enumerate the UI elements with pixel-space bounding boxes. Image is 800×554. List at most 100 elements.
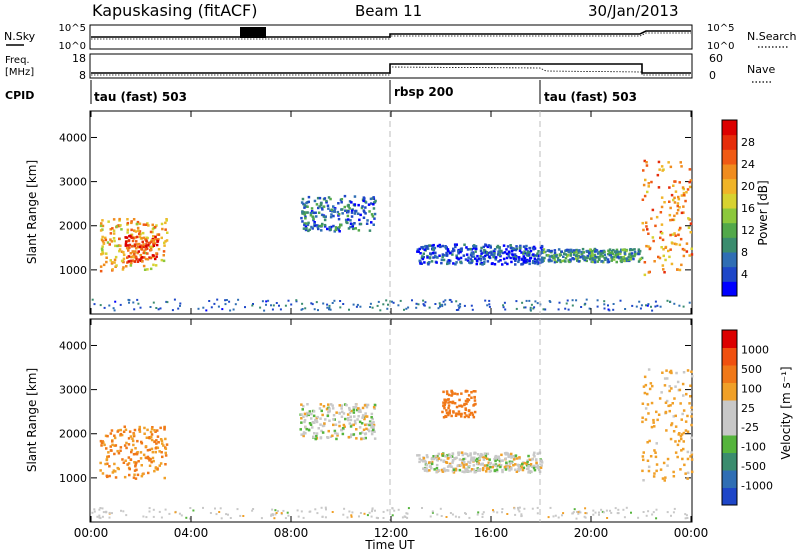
scatter-mark-2	[304, 215, 307, 219]
scatter-mark-0	[127, 456, 131, 459]
near-range-mark	[678, 304, 681, 307]
near-range-mark	[468, 516, 471, 519]
scatter-mark-4	[572, 253, 576, 256]
scatter-mark-2	[441, 470, 445, 473]
scatter-mark-3	[445, 253, 449, 257]
near-range-mark	[584, 512, 587, 515]
scatter-mark-1	[360, 422, 364, 425]
scatter-mark-2	[318, 196, 322, 200]
scatter-mark-0	[138, 235, 142, 238]
scatter-mark-0	[139, 451, 143, 454]
scatter-mark-4	[690, 423, 693, 427]
near-range-mark	[592, 513, 595, 516]
scatter-mark-2	[489, 469, 493, 473]
scatter-mark-4	[643, 391, 647, 395]
scatter-mark-0	[160, 236, 163, 240]
scatter-mark-0	[119, 449, 122, 452]
near-range-mark	[458, 516, 461, 519]
scatter-mark-3	[431, 248, 434, 251]
scatter-mark-5	[651, 208, 655, 212]
scatter-mark-2	[510, 467, 513, 470]
near-range-mark	[370, 515, 373, 518]
near-range-mark	[444, 299, 447, 302]
scatter-mark-2	[353, 195, 357, 198]
scatter-mark-2	[530, 470, 533, 474]
scatter-mark-4	[680, 418, 683, 421]
scatter-mark-2	[458, 458, 462, 461]
scatter-mark-2	[488, 458, 491, 461]
near-range-mark	[333, 299, 336, 302]
scatter-mark-0	[144, 257, 148, 261]
scatter-mark-1	[152, 244, 156, 247]
scatter-mark-4	[651, 384, 654, 388]
scatter-mark-4	[655, 463, 659, 466]
scatter-mark-4	[669, 370, 673, 374]
scatter-mark-2	[354, 209, 357, 213]
scatter-mark-1	[340, 407, 343, 410]
scatter-mark-0	[133, 461, 136, 464]
scatter-mark-4	[598, 257, 601, 261]
scatter-mark-1	[342, 412, 346, 415]
near-range-mark	[160, 516, 163, 519]
scatter-mark-4	[661, 477, 665, 480]
scatter-mark-0	[117, 467, 120, 471]
scatter-mark-0	[136, 473, 140, 477]
near-range-mark	[579, 511, 582, 514]
scatter-mark-1	[316, 415, 319, 419]
scatter-mark-2	[372, 223, 375, 226]
scatter-mark-4	[559, 260, 562, 264]
cpid-program-3: tau (fast) 503	[544, 90, 637, 104]
near-range-mark	[518, 510, 521, 513]
scatter-mark-0	[138, 428, 141, 432]
scatter-mark-0	[158, 464, 161, 467]
scatter-mark-0	[150, 447, 154, 451]
scatter-mark-0	[114, 470, 117, 473]
near-range-mark	[449, 512, 452, 514]
scatter-mark-2	[433, 468, 436, 471]
scatter-mark-5	[672, 184, 675, 187]
scatter-mark-3	[418, 259, 421, 263]
scatter-mark-0	[146, 268, 149, 271]
scatter-mark-1	[322, 405, 326, 408]
scatter-mark-2	[436, 459, 439, 462]
scatter-mark-2	[432, 455, 435, 458]
scatter-mark-0	[124, 459, 127, 462]
scatter-mark-0	[105, 252, 108, 255]
near-range-mark	[428, 306, 431, 309]
scatter-mark-3	[467, 256, 470, 259]
scatter-mark-1	[369, 421, 372, 425]
scatter-mark-2	[332, 205, 335, 208]
scatter-mark-3	[514, 248, 518, 252]
near-range-mark	[542, 308, 545, 311]
near-range-mark	[371, 508, 374, 511]
scatter-mark-5	[676, 202, 680, 205]
scatter-mark-3	[512, 253, 515, 257]
scatter-mark-1	[149, 256, 153, 260]
scatter-mark-0	[109, 228, 112, 231]
scatter-mark-3	[447, 259, 451, 262]
scatter-mark-3	[502, 257, 506, 261]
scatter-mark-2	[494, 464, 498, 468]
scatter-mark-3	[497, 251, 500, 254]
scatter-mark-3	[419, 252, 422, 255]
scatter-mark-4	[649, 382, 653, 385]
scatter-mark-2	[323, 197, 327, 200]
scatter-mark-4	[678, 388, 682, 392]
near-range-mark	[119, 303, 122, 306]
scatter-mark-1	[313, 421, 316, 424]
near-range-mark	[290, 303, 293, 306]
scatter-mark-5	[676, 204, 679, 208]
power-y-label: Slant Range [km]	[25, 160, 39, 264]
y-tick-label-0: 1000	[59, 264, 87, 277]
near-range-mark	[654, 305, 657, 308]
near-range-mark	[536, 512, 539, 515]
scatter-mark-4	[607, 249, 610, 252]
scatter-mark-4	[681, 412, 684, 416]
scatter-mark-3	[499, 259, 502, 262]
velocity-y-label: Slant Range [km]	[25, 368, 39, 472]
scatter-mark-4	[682, 440, 685, 443]
near-range-mark	[417, 303, 420, 306]
near-range-mark	[208, 300, 211, 302]
scatter-mark-3	[515, 245, 518, 248]
scatter-mark-1	[350, 409, 353, 413]
